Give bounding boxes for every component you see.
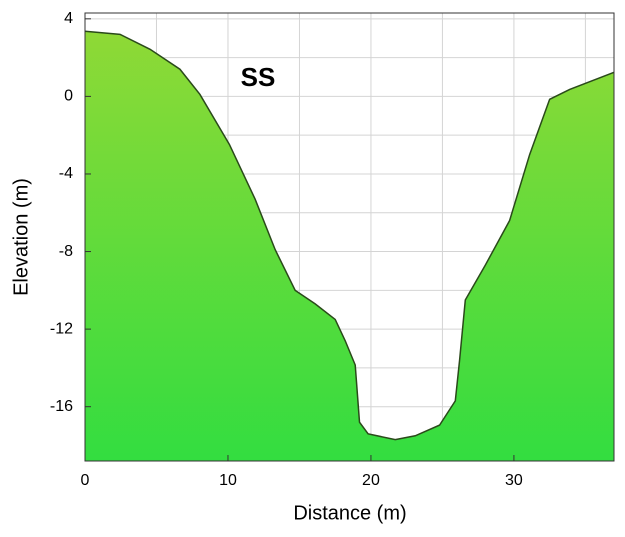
y-axis-label: Elevation (m) (10, 178, 32, 296)
profile-line (84, 30, 615, 441)
y-tick-label: -16 (50, 398, 73, 415)
y-tick-label: 4 (64, 10, 73, 27)
x-tick-label: 30 (505, 472, 523, 489)
x-axis-label: Distance (m) (293, 502, 406, 524)
y-tick-label: 0 (64, 88, 73, 105)
annotation: SS (241, 62, 276, 92)
y-tick-label: -8 (59, 243, 73, 260)
x-tick-label: 10 (219, 472, 237, 489)
x-tick-label: 0 (81, 472, 90, 489)
y-tick-label: -4 (59, 165, 73, 182)
area (85, 31, 614, 461)
plot-frame (84, 12, 615, 462)
y-tick-label: -12 (50, 320, 73, 337)
x-tick-label: 20 (362, 472, 380, 489)
